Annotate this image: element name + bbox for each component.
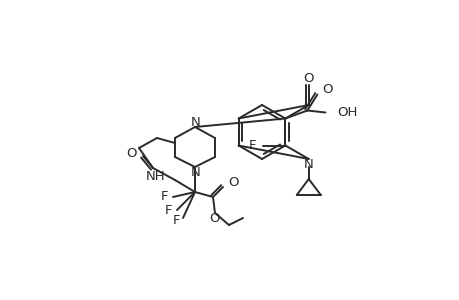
Text: O: O — [322, 83, 332, 96]
Text: N: N — [190, 116, 201, 128]
Text: F: F — [164, 203, 172, 217]
Text: OH: OH — [336, 106, 357, 119]
Text: N: N — [303, 158, 313, 170]
Text: F: F — [160, 190, 168, 203]
Text: F: F — [172, 214, 179, 227]
Text: O: O — [126, 146, 137, 160]
Text: NH: NH — [145, 170, 165, 184]
Text: O: O — [209, 212, 220, 224]
Text: F: F — [248, 139, 256, 152]
Text: O: O — [303, 71, 313, 85]
Text: N: N — [190, 166, 201, 178]
Text: O: O — [228, 176, 238, 190]
